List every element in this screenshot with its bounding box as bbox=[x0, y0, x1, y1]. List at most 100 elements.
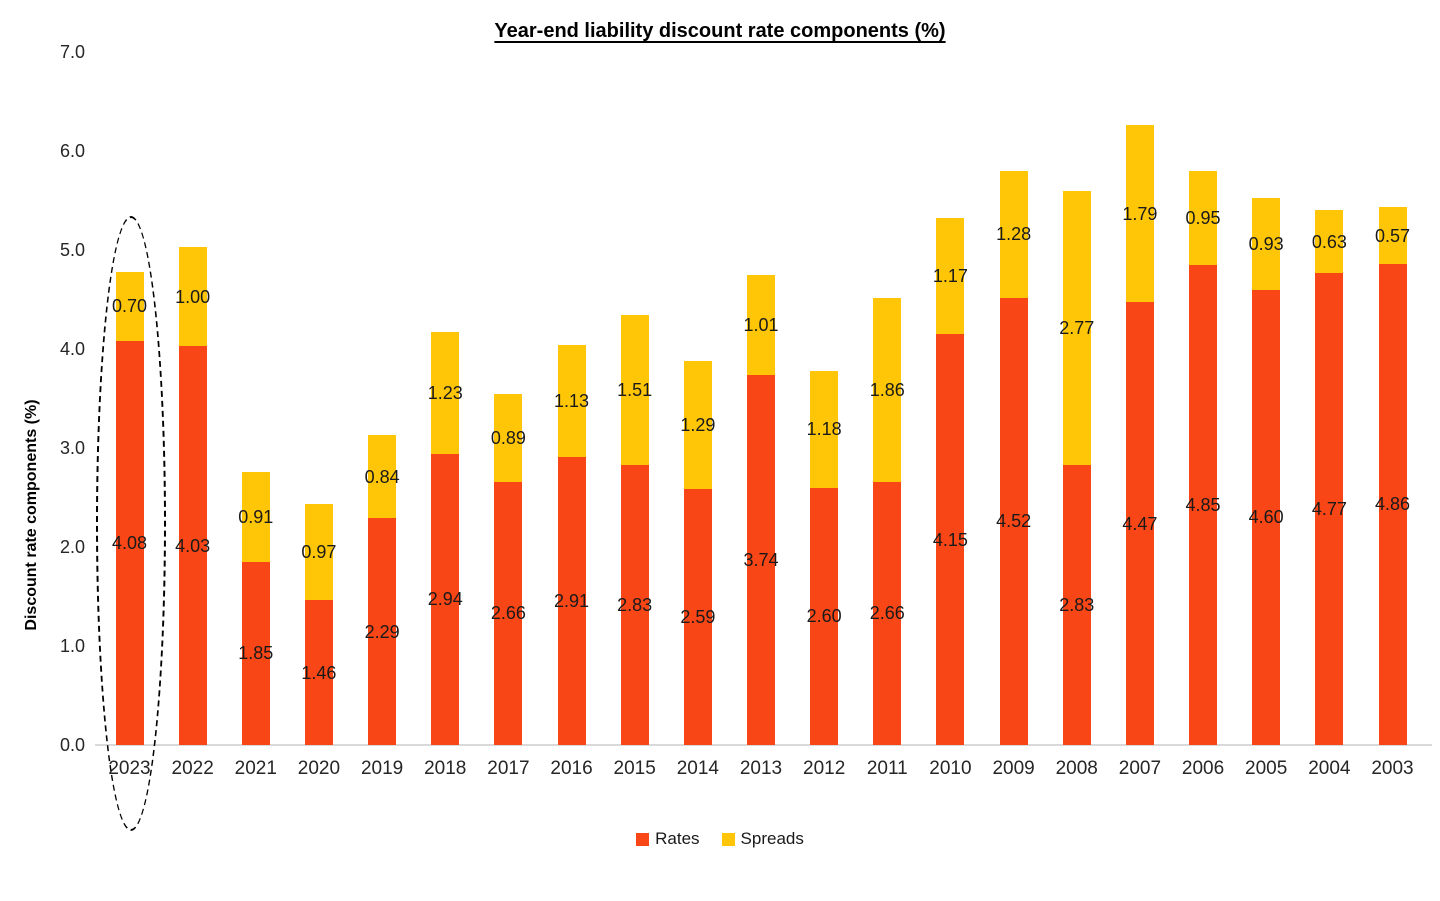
data-label-rates-2021: 1.85 bbox=[238, 643, 274, 664]
data-label-spreads-2004: 0.63 bbox=[1311, 231, 1347, 252]
data-label-spreads-2018: 1.23 bbox=[427, 383, 463, 404]
x-tick-label-2009: 2009 bbox=[992, 758, 1035, 779]
data-label-spreads-2014: 1.29 bbox=[680, 414, 716, 435]
data-label-spreads-2010: 1.17 bbox=[932, 266, 968, 287]
bar-rates-2006 bbox=[1189, 264, 1218, 745]
y-tick-label: 1.0 bbox=[59, 636, 85, 656]
bar-rates-2017 bbox=[494, 481, 523, 745]
data-label-rates-2010: 4.15 bbox=[932, 529, 968, 550]
bar-rates-2014 bbox=[683, 488, 712, 745]
bar-spreads-2019 bbox=[368, 435, 397, 519]
y-tick-label: 2.0 bbox=[59, 537, 85, 557]
data-label-rates-2022: 4.03 bbox=[175, 535, 211, 556]
data-label-rates-2003: 4.86 bbox=[1374, 494, 1411, 515]
bar-spreads-2012 bbox=[810, 370, 839, 488]
x-axis-line bbox=[95, 744, 1432, 746]
x-tick-label-2019: 2019 bbox=[360, 758, 404, 779]
data-label-spreads-2020: 0.97 bbox=[301, 542, 337, 563]
spreads-swatch-icon bbox=[721, 832, 735, 846]
bar-rates-2015 bbox=[620, 464, 649, 745]
bar-spreads-2006 bbox=[1189, 170, 1218, 265]
x-tick-label-2017: 2017 bbox=[487, 758, 530, 779]
data-label-rates-2012: 2.60 bbox=[806, 606, 842, 627]
bar-spreads-2010 bbox=[936, 218, 965, 335]
data-label-rates-2018: 2.94 bbox=[427, 589, 463, 610]
x-tick-label-2005: 2005 bbox=[1245, 758, 1288, 779]
bar-spreads-2008 bbox=[1062, 190, 1091, 465]
data-label-rates-2004: 4.77 bbox=[1311, 498, 1347, 519]
y-tick-label: 3.0 bbox=[59, 438, 85, 458]
data-label-rates-2015: 2.83 bbox=[617, 594, 653, 615]
data-label-rates-2020: 1.46 bbox=[301, 662, 337, 683]
x-tick-label-2008: 2008 bbox=[1055, 758, 1098, 779]
data-label-spreads-2007: 1.79 bbox=[1122, 203, 1158, 224]
data-label-rates-2017: 2.66 bbox=[490, 603, 526, 624]
bar-rates-2008 bbox=[1062, 464, 1091, 745]
data-label-rates-2006: 4.85 bbox=[1185, 494, 1221, 515]
bar-spreads-2014 bbox=[683, 360, 712, 489]
data-label-spreads-2005: 0.93 bbox=[1248, 233, 1284, 254]
bar-spreads-2004 bbox=[1315, 210, 1344, 273]
data-label-spreads-2003: 0.57 bbox=[1374, 225, 1411, 246]
data-label-spreads-2011: 1.86 bbox=[869, 379, 905, 400]
data-label-rates-2016: 2.91 bbox=[554, 590, 590, 611]
legend: Rates Spreads bbox=[0, 829, 1440, 849]
bar-spreads-2020 bbox=[304, 504, 333, 601]
x-tick-label-2012: 2012 bbox=[803, 758, 846, 779]
bar-rates-2003 bbox=[1378, 263, 1407, 745]
data-label-rates-2005: 4.60 bbox=[1248, 507, 1284, 528]
bar-rates-2005 bbox=[1252, 289, 1281, 745]
data-label-rates-2008: 2.83 bbox=[1059, 594, 1095, 615]
legend-label-spreads: Spreads bbox=[740, 829, 804, 848]
bar-spreads-2018 bbox=[431, 332, 460, 454]
y-tick-label: 7.0 bbox=[59, 42, 85, 62]
bar-rates-2007 bbox=[1125, 302, 1154, 745]
chart-title: Year-end liability discount rate compone… bbox=[494, 20, 946, 42]
y-axis-title: Discount rate components (%) bbox=[23, 399, 40, 631]
x-tick-label-2021: 2021 bbox=[234, 758, 277, 779]
legend-label-rates: Rates bbox=[655, 829, 700, 848]
x-tick-label-2006: 2006 bbox=[1181, 758, 1225, 779]
x-tick-label-2020: 2020 bbox=[297, 758, 341, 779]
bar-spreads-2015 bbox=[620, 315, 649, 465]
data-label-spreads-2009: 1.28 bbox=[996, 224, 1032, 245]
x-tick-label-2010: 2010 bbox=[929, 758, 972, 779]
bar-rates-2020 bbox=[304, 600, 333, 745]
bar-spreads-2013 bbox=[747, 274, 775, 375]
y-tick-label: 4.0 bbox=[59, 339, 85, 359]
bar-rates-2012 bbox=[810, 487, 839, 745]
data-label-rates-2013: 3.74 bbox=[743, 549, 779, 570]
legend-item-rates: Rates bbox=[636, 829, 700, 849]
x-tick-label-2013: 2013 bbox=[739, 758, 783, 779]
data-label-rates-2009: 4.52 bbox=[996, 511, 1032, 532]
data-label-spreads-2013: 1.01 bbox=[743, 314, 779, 335]
bar-spreads-2011 bbox=[873, 297, 902, 482]
bar-rates-2019 bbox=[368, 518, 397, 745]
data-label-spreads-2019: 0.84 bbox=[364, 466, 400, 487]
bar-rates-2022 bbox=[178, 346, 207, 745]
bar-rates-2004 bbox=[1315, 272, 1344, 745]
highlight-ellipse-2023 bbox=[95, 216, 166, 831]
bar-rates-2010 bbox=[936, 334, 965, 745]
bar-rates-2011 bbox=[873, 481, 902, 745]
x-tick-label-2022: 2022 bbox=[171, 758, 214, 779]
bar-spreads-2005 bbox=[1252, 197, 1281, 290]
bar-rates-2009 bbox=[999, 297, 1028, 745]
bar-spreads-2022 bbox=[178, 247, 207, 347]
bar-spreads-2009 bbox=[999, 170, 1028, 298]
data-label-spreads-2012: 1.18 bbox=[806, 419, 842, 440]
data-label-spreads-2021: 0.91 bbox=[238, 506, 274, 527]
bar-spreads-2003 bbox=[1378, 207, 1407, 264]
data-label-rates-2011: 2.66 bbox=[869, 603, 905, 624]
bar-spreads-2021 bbox=[241, 471, 270, 562]
bar-rates-2021 bbox=[241, 561, 270, 745]
x-tick-label-2014: 2014 bbox=[676, 758, 719, 779]
data-label-spreads-2022: 1.00 bbox=[175, 286, 211, 307]
y-tick-label: 6.0 bbox=[59, 141, 85, 161]
data-label-spreads-2008: 2.77 bbox=[1059, 317, 1095, 338]
bar-rates-2016 bbox=[557, 456, 586, 745]
bar-spreads-2016 bbox=[557, 345, 586, 457]
y-tick-label: 0.0 bbox=[59, 735, 85, 755]
bar-rates-2018 bbox=[431, 453, 460, 745]
